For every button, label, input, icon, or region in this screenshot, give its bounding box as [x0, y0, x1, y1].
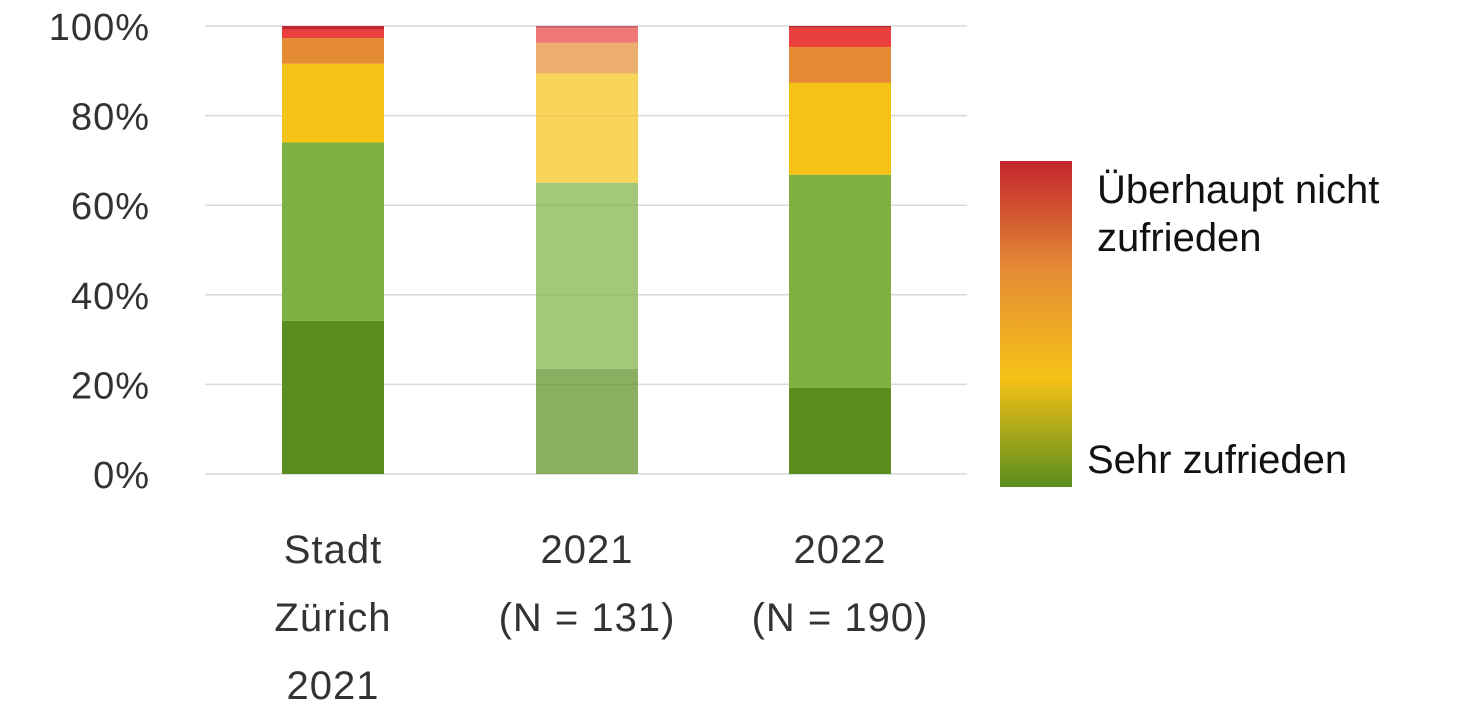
y-tick-label: 80%	[71, 97, 150, 139]
legend-bottom-label: Sehr zufrieden	[1087, 438, 1347, 482]
bar-segment	[282, 38, 384, 64]
bar-segment	[282, 142, 384, 320]
legend-top-label-line-2: zufrieden	[1097, 216, 1262, 260]
bar-segment	[789, 26, 891, 28]
x-category-label-line: 2021	[541, 528, 634, 572]
y-tick-label: 20%	[71, 365, 150, 407]
x-category-label-line: 2022	[794, 528, 887, 572]
x-category-label-line: (N = 190)	[752, 596, 929, 640]
bar-segment	[536, 73, 638, 182]
bar-segment	[536, 43, 638, 74]
y-tick-label: 0%	[93, 455, 150, 497]
y-tick-label: 40%	[71, 276, 150, 318]
legend-top-label-line-1: Überhaupt nicht	[1097, 168, 1379, 212]
bar-segment	[536, 28, 638, 42]
bar-segment	[789, 175, 891, 388]
bar-segment	[789, 83, 891, 175]
bar-segment	[536, 26, 638, 28]
bar-segment	[789, 28, 891, 47]
bar-segment	[789, 47, 891, 83]
x-category-label: 2022 (N = 190)	[752, 528, 929, 640]
x-category-label: Stadt Zürich 2021	[274, 528, 391, 707]
bar-segment	[282, 64, 384, 143]
bar-segment	[536, 369, 638, 474]
x-axis-category-labels: Stadt Zürich 2021 2021 (N = 131) 2022 (N = 190…	[274, 528, 928, 707]
legend-top-label: Überhaupt nicht zufrieden	[1097, 168, 1391, 260]
x-category-label-line: Zürich	[274, 596, 391, 640]
bars	[282, 26, 891, 474]
x-category-label-line: 2021	[287, 664, 380, 707]
bar-segment	[282, 26, 384, 30]
bar-segment	[282, 30, 384, 39]
y-axis-tick-labels: 0% 20% 40% 60% 80% 100%	[49, 7, 150, 497]
legend-color-scale	[1000, 161, 1072, 487]
y-tick-label: 60%	[71, 186, 150, 228]
x-category-label-line: (N = 131)	[499, 596, 676, 640]
bar-segment	[536, 183, 638, 369]
x-category-label-line: Stadt	[284, 528, 382, 572]
y-tick-label: 100%	[49, 7, 150, 49]
bar-segment	[282, 321, 384, 474]
legend: Überhaupt nicht zufrieden Sehr zufrieden	[1000, 161, 1391, 487]
x-category-label: 2021 (N = 131)	[499, 528, 676, 640]
bar-segment	[789, 388, 891, 474]
